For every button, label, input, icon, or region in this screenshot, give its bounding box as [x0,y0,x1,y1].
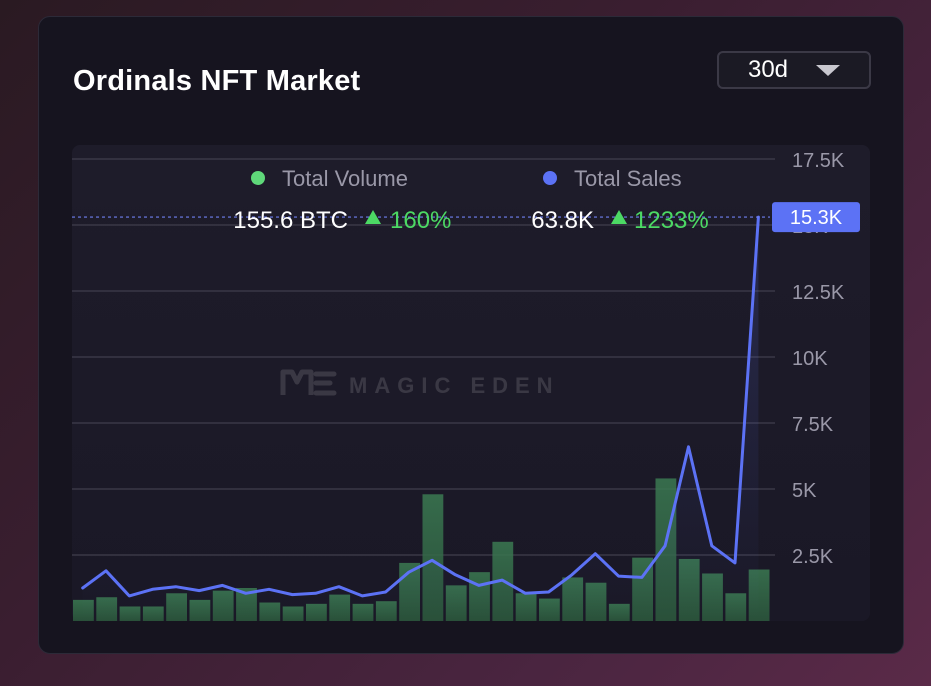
volume-legend-label: Total Volume [282,166,408,191]
volume-change: 160% [390,207,451,234]
sales-value: 63.8K [531,207,594,234]
y-tick-label: 10K [792,348,828,370]
sales-legend-dot [543,171,557,185]
volume-value: 155.6 BTC [233,207,348,234]
y-tick-label: 17.5K [792,150,845,172]
watermark-text: MAGIC EDEN [349,373,560,398]
sales-area-fill [82,217,759,621]
crosshair-badge [772,202,860,233]
chevron-down-icon [816,64,841,76]
crosshair-value: 15.3K [790,207,843,229]
sales-change: 1233% [634,207,709,234]
sales-up-icon [611,210,627,224]
page-title: Ordinals NFT Market [73,65,361,97]
y-tick-label: 7.5K [792,414,834,436]
volume-up-icon [365,210,381,224]
sales-line [81,215,760,598]
magic-eden-watermark: MAGIC EDEN [280,369,560,398]
y-tick-label: 12.5K [792,282,845,304]
range-dropdown[interactable]: 30d [717,51,871,89]
range-value: 30d [747,56,789,83]
y-tick-label: 2.5K [792,546,834,568]
sales-legend-label: Total Sales [574,166,682,191]
volume-legend-dot [251,171,265,185]
y-tick-label: 5K [792,480,817,502]
